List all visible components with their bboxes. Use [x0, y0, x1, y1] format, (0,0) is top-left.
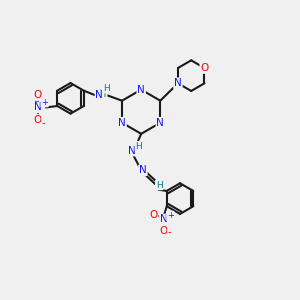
Text: N: N [34, 103, 42, 112]
Text: N: N [160, 214, 168, 224]
Text: O: O [200, 63, 208, 73]
Text: -: - [42, 118, 46, 128]
Text: O: O [34, 90, 42, 100]
Text: N: N [139, 165, 147, 175]
Text: H: H [156, 181, 163, 190]
Text: N: N [118, 118, 126, 128]
Text: +: + [41, 98, 48, 107]
Text: O: O [149, 210, 158, 220]
Text: O: O [160, 226, 168, 236]
Text: N: N [137, 85, 145, 94]
Text: -: - [168, 227, 172, 237]
Text: N: N [95, 90, 103, 100]
Text: H: H [99, 89, 106, 99]
Text: H: H [103, 83, 110, 92]
Text: N: N [156, 118, 164, 128]
Text: O: O [34, 115, 42, 125]
Text: +: + [167, 212, 174, 220]
Text: H: H [135, 142, 142, 151]
Text: N: N [128, 146, 135, 156]
Text: N: N [174, 78, 182, 88]
